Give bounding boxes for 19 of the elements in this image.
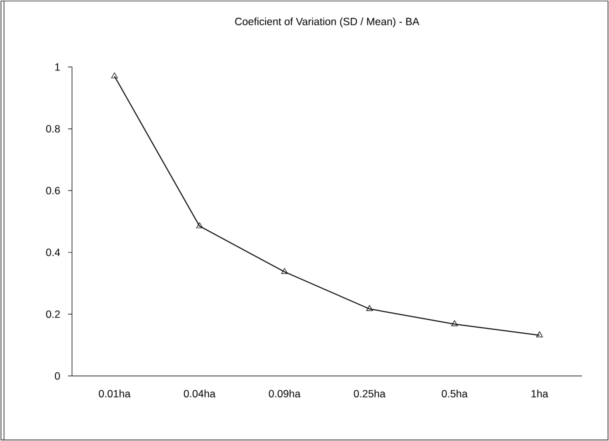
point xyxy=(196,222,203,228)
x-tick-label: 0.25ha xyxy=(354,390,386,398)
y-tick-label: 0.8 xyxy=(46,125,60,133)
point xyxy=(536,331,543,338)
chart-title: Coeficient of Variation (SD / Mean) - BA xyxy=(235,18,420,28)
x-tick-label: 0.09ha xyxy=(268,390,301,398)
x-tick-label: 0.01ha xyxy=(98,390,131,398)
x-tick-label: 1ha xyxy=(532,390,548,398)
point xyxy=(451,320,458,326)
y-tick-label: 0.6 xyxy=(46,186,60,194)
x-tick-label: 0.5ha xyxy=(442,390,468,398)
y-tick-label: 0.2 xyxy=(46,310,60,318)
y-tick-label: 0 xyxy=(54,372,60,380)
y-tick-label: 0.4 xyxy=(46,248,60,256)
point xyxy=(281,268,288,274)
x-tick-label: 0.04ha xyxy=(184,390,216,398)
point xyxy=(111,72,118,78)
point xyxy=(366,305,373,311)
y-tick-label: 1 xyxy=(55,63,60,71)
